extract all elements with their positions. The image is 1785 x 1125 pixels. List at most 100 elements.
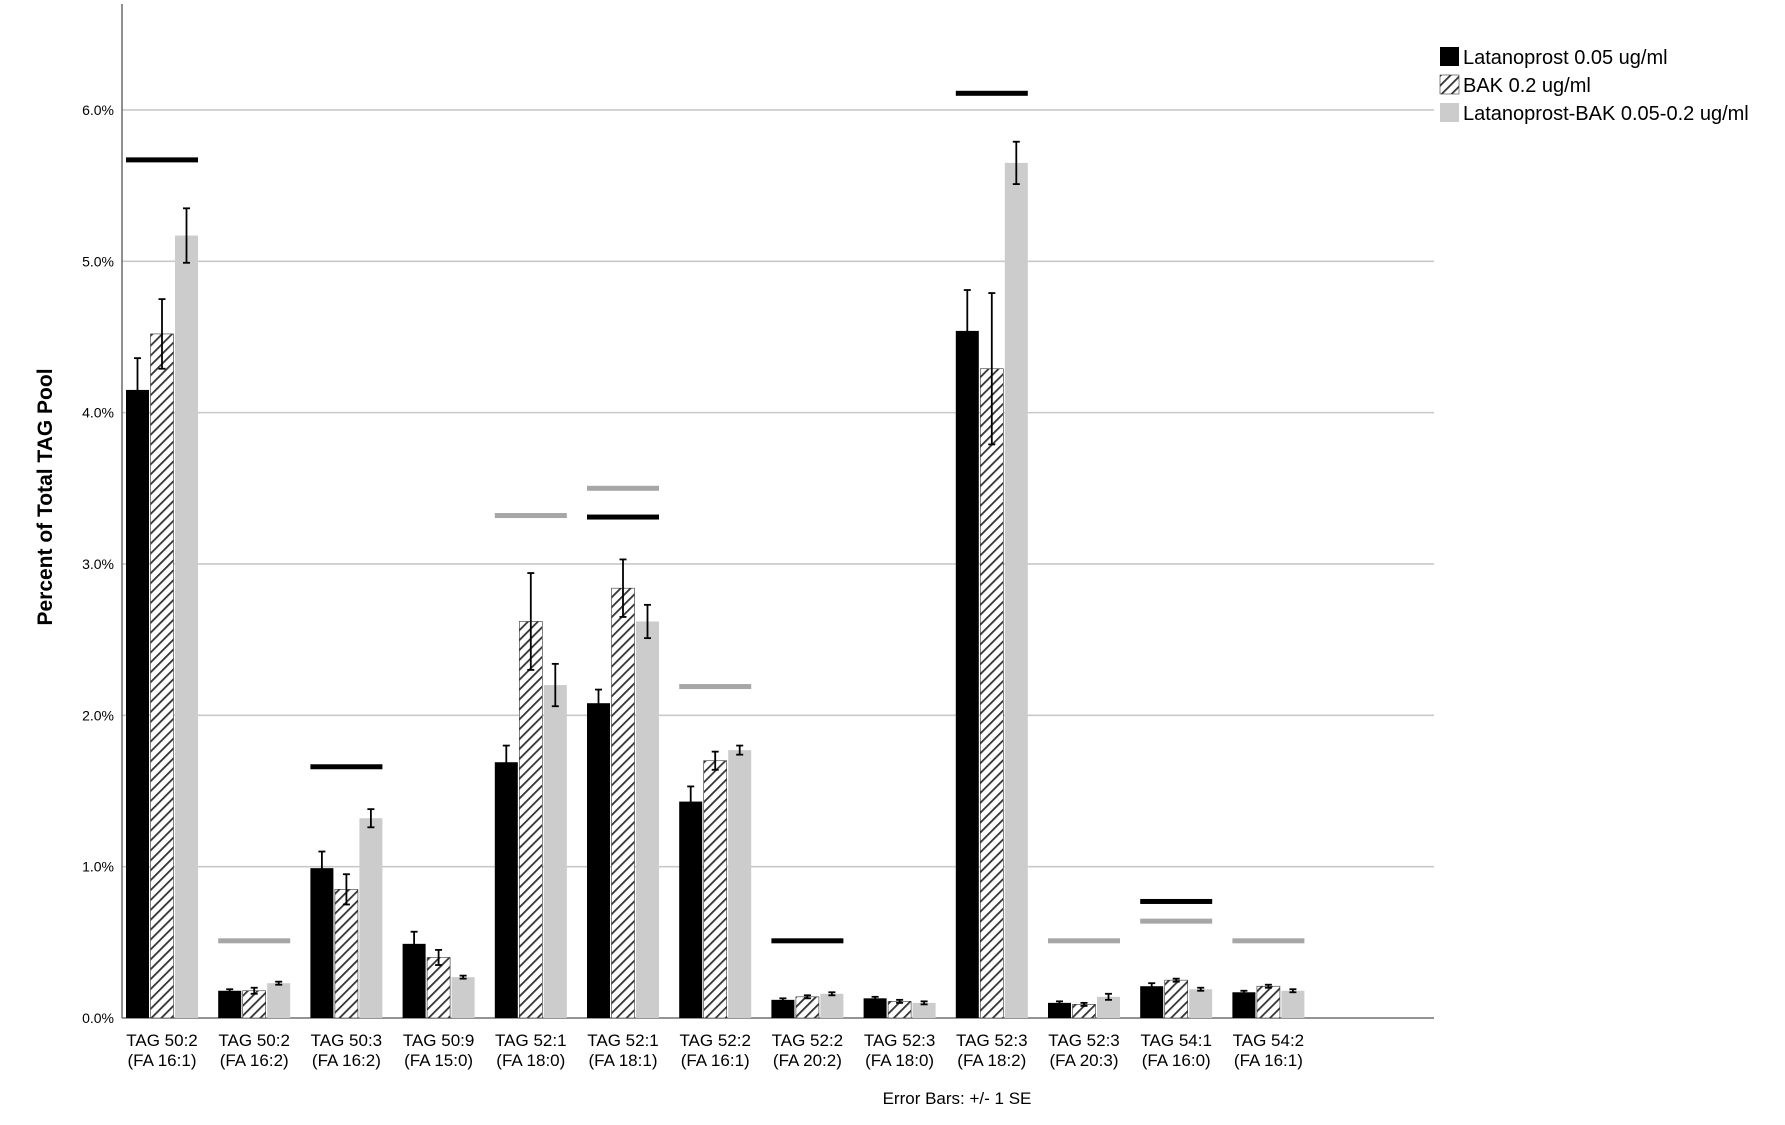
x-tick-label: TAG 52:1 xyxy=(495,1031,567,1050)
legend-swatch xyxy=(1440,47,1459,66)
x-tick-label: (FA 18:0) xyxy=(865,1051,934,1070)
bar xyxy=(587,703,610,1018)
x-tick-label: (FA 16:1) xyxy=(681,1051,750,1070)
bar xyxy=(267,983,291,1018)
bar xyxy=(1004,162,1028,1018)
bar xyxy=(1281,990,1305,1018)
x-tick-label: TAG 52:3 xyxy=(864,1031,936,1050)
bars xyxy=(126,162,1305,1019)
significance-bar xyxy=(1140,898,1213,904)
bar xyxy=(771,999,795,1018)
bar xyxy=(1048,1002,1071,1018)
bar xyxy=(451,977,475,1018)
y-tick-label: 3.0% xyxy=(82,556,114,572)
bar xyxy=(887,1001,912,1019)
significance-bar xyxy=(494,513,567,519)
x-tick-label: (FA 16:1) xyxy=(128,1051,197,1070)
bar xyxy=(150,333,174,1019)
x-tick-label: TAG 54:2 xyxy=(1233,1031,1305,1050)
y-axis-title: Percent of Total TAG Pool xyxy=(34,368,57,625)
legend-swatch xyxy=(1440,103,1459,122)
bar xyxy=(359,818,383,1018)
bar xyxy=(1097,996,1120,1018)
x-tick-label: TAG 54:1 xyxy=(1140,1031,1212,1050)
bar xyxy=(912,1002,936,1018)
gridlines xyxy=(122,109,1434,868)
bar xyxy=(728,750,752,1018)
bar xyxy=(611,587,635,1019)
significance-bar xyxy=(771,938,844,944)
bar xyxy=(310,868,334,1018)
significance-bar xyxy=(955,90,1028,96)
x-tick-label: TAG 52:1 xyxy=(587,1031,659,1050)
x-tick-label: (FA 18:2) xyxy=(957,1051,1026,1070)
bar xyxy=(1232,992,1256,1018)
significance-bar xyxy=(587,485,659,491)
x-tick-label: TAG 52:3 xyxy=(956,1031,1028,1050)
y-tick-label: 2.0% xyxy=(82,707,114,723)
significance-bar xyxy=(679,684,752,690)
bar xyxy=(543,685,567,1018)
legend-label: BAK 0.2 ug/ml xyxy=(1463,75,1591,97)
x-tick-label: (FA 18:0) xyxy=(496,1051,565,1070)
bar xyxy=(494,762,518,1018)
significance-bar xyxy=(310,764,383,770)
legend-label: Latanoprost 0.05 ug/ml xyxy=(1463,47,1668,69)
x-tick-label: (FA 16:1) xyxy=(1234,1051,1303,1070)
significance-bar xyxy=(1048,938,1120,944)
x-tick-label: TAG 50:2 xyxy=(126,1031,198,1050)
bar xyxy=(175,235,198,1018)
x-tick-label: (FA 18:1) xyxy=(589,1051,658,1070)
x-tick-label: TAG 52:2 xyxy=(679,1031,751,1050)
x-tick-label: TAG 52:2 xyxy=(772,1031,844,1050)
bar xyxy=(1256,985,1281,1019)
bar xyxy=(518,621,543,1019)
x-tick-label: (FA 20:2) xyxy=(773,1051,842,1070)
significance-bar xyxy=(1140,918,1213,924)
bar xyxy=(426,957,451,1019)
bar xyxy=(1164,979,1188,1019)
category-labels: TAG 50:2(FA 16:1)TAG 50:2(FA 16:2)TAG 50… xyxy=(126,1031,1304,1070)
legend-swatch xyxy=(1439,74,1460,95)
significance-bar xyxy=(587,514,659,520)
x-tick-label: (FA 15:0) xyxy=(404,1051,473,1070)
axes: 0.0% 1.0% 2.0% 3.0% 4.0% 5.0% 6.0% xyxy=(82,4,1434,1026)
y-tick-label: 6.0% xyxy=(82,102,114,118)
bar xyxy=(795,996,820,1019)
bar xyxy=(703,760,728,1019)
bar xyxy=(242,990,266,1019)
bar xyxy=(1140,986,1164,1018)
x-tick-label: (FA 20:3) xyxy=(1050,1051,1119,1070)
bar xyxy=(679,801,703,1018)
x-tick-label: TAG 52:3 xyxy=(1048,1031,1120,1050)
bar xyxy=(334,889,359,1019)
bar xyxy=(402,943,426,1018)
error-bars-footnote: Error Bars: +/- 1 SE xyxy=(883,1089,1032,1108)
y-tick-label: 1.0% xyxy=(82,859,114,875)
bar xyxy=(636,621,659,1018)
significance-bar xyxy=(218,938,291,944)
x-tick-label: (FA 16:0) xyxy=(1142,1051,1211,1070)
x-tick-label: (FA 16:2) xyxy=(312,1051,381,1070)
x-tick-label: TAG 50:3 xyxy=(311,1031,383,1050)
legend: Latanoprost 0.05 ug/ml BAK 0.2 ug/ml Latan… xyxy=(1439,47,1749,125)
x-tick-label: TAG 50:9 xyxy=(403,1031,475,1050)
bar xyxy=(126,389,149,1018)
y-tick-label: 0.0% xyxy=(82,1010,114,1026)
bar xyxy=(955,330,979,1018)
significance-bar xyxy=(1232,938,1305,944)
bar xyxy=(1189,989,1213,1018)
error-bars xyxy=(134,140,1297,1007)
y-tick-label: 4.0% xyxy=(82,405,114,421)
y-tick-label: 5.0% xyxy=(82,253,114,269)
x-tick-label: (FA 16:2) xyxy=(220,1051,289,1070)
significance-bars xyxy=(126,90,1305,944)
bar xyxy=(863,998,887,1018)
legend-label: Latanoprost-BAK 0.05-0.2 ug/ml xyxy=(1463,103,1749,125)
x-tick-label: TAG 50:2 xyxy=(218,1031,290,1050)
bar xyxy=(979,368,1004,1019)
bar xyxy=(218,990,242,1018)
significance-bar xyxy=(126,157,198,163)
bar xyxy=(820,993,844,1018)
